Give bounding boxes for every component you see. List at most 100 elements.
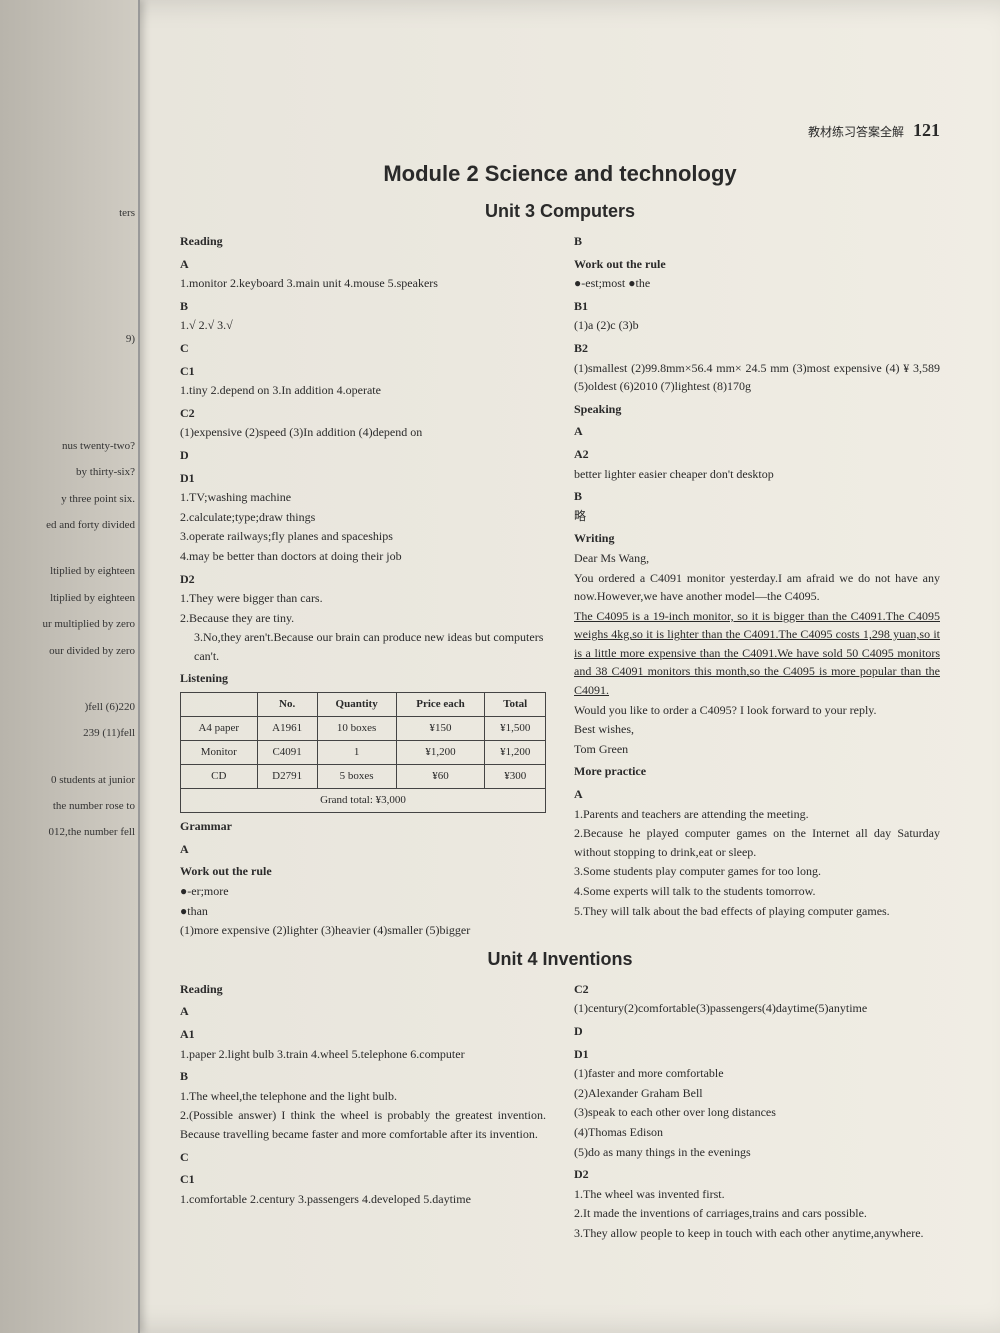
peek-text: our divided by zero [3,638,135,664]
section-label: A [180,255,546,274]
table-row: A4 paperA196110 boxes¥150¥1,500 [181,717,546,741]
section-label: B [574,487,940,506]
answer-line: (4)Thomas Edison [574,1123,940,1142]
unit4-right-col: C2 (1)century(2)comfortable(3)passengers… [574,976,940,1244]
bullet-line: ●than [180,902,546,921]
unit4-columns: Reading A A1 1.paper 2.light bulb 3.trai… [180,976,940,1244]
answer-line: 2.It made the inventions of carriages,tr… [574,1204,940,1223]
letter-line: Would you like to order a C4095? I look … [574,701,940,720]
section-heading: Listening [180,669,546,688]
peek-text: ltiplied by eighteen [3,585,135,611]
answer-line: 1.tiny 2.depend on 3.In addition 4.opera… [180,381,546,400]
section-label: A1 [180,1025,546,1044]
table-header: Price each [396,693,485,717]
listening-table: No. Quantity Price each Total A4 paperA1… [180,692,546,813]
header-label: 教材练习答案全解 [808,125,904,139]
unit3-columns: Reading A 1.monitor 2.keyboard 3.main un… [180,228,940,941]
main-page: 教材练习答案全解 121 Module 2 Science and techno… [140,90,970,1273]
section-label: D [180,446,546,465]
section-label: B [180,297,546,316]
letter-line: The C4095 is a 19-inch monitor, so it is… [574,607,940,700]
peek-text: ed and forty divided [3,512,135,538]
section-heading: Grammar [180,817,546,836]
answer-line: (1)expensive (2)speed (3)In addition (4)… [180,423,546,442]
section-label: A2 [574,445,940,464]
answer-line: 3.They allow people to keep in touch wit… [574,1224,940,1243]
answer-line: 1.TV;washing machine [180,488,546,507]
answer-line: 略 [574,507,940,526]
peek-text: 0 students at junior [3,767,135,793]
section-heading: Writing [574,529,940,548]
section-heading: More practice [574,762,940,781]
answer-line: 3.No,they aren't.Because our brain can p… [180,628,546,665]
section-label: A [180,840,546,859]
answer-line: 3.Some students play computer games for … [574,862,940,881]
section-label: D1 [574,1045,940,1064]
answer-line: 4.Some experts will talk to the students… [574,882,940,901]
letter-line: Best wishes, [574,720,940,739]
answer-line: (5)do as many things in the evenings [574,1143,940,1162]
section-label: B1 [574,297,940,316]
section-label: D1 [180,469,546,488]
table-header: No. [257,693,317,717]
answer-line: 3.operate railways;fly planes and spaces… [180,527,546,546]
section-label: C [180,339,546,358]
letter-line: Dear Ms Wang, [574,549,940,568]
page-number: 121 [913,120,940,140]
answer-line: (1)a (2)c (3)b [574,316,940,335]
rule-label: Work out the rule [180,862,546,881]
answer-line: better lighter easier cheaper don't desk… [574,465,940,484]
peek-text: by thirty-six? [3,459,135,485]
answer-line: 1.comfortable 2.century 3.passengers 4.d… [180,1190,546,1209]
book-spread: ters 9) nus twenty-two? by thirty-six? y… [0,0,1000,1333]
section-label: A [180,1002,546,1021]
unit3-right-col: B Work out the rule ●-est;most ●the B1 (… [574,228,940,941]
unit3-title: Unit 3 Computers [180,201,940,222]
answer-line: 1.The wheel was invented first. [574,1185,940,1204]
section-label: D2 [180,570,546,589]
answer-line: 2.Because they are tiny. [180,609,546,628]
section-heading: Speaking [574,400,940,419]
answer-line: 2.(Possible answer) I think the wheel is… [180,1106,546,1143]
answer-line: (1)more expensive (2)lighter (3)heavier … [180,921,546,940]
peek-text: ur multiplied by zero [3,611,135,637]
answer-line: 1.monitor 2.keyboard 3.main unit 4.mouse… [180,274,546,293]
letter-line: Tom Green [574,740,940,759]
table-header-row: No. Quantity Price each Total [181,693,546,717]
unit3-left-col: Reading A 1.monitor 2.keyboard 3.main un… [180,228,546,941]
peek-text: 012,the number fell [3,819,135,845]
section-label: C1 [180,1170,546,1189]
table-header [181,693,258,717]
section-label: C2 [574,980,940,999]
answer-line: 1.They were bigger than cars. [180,589,546,608]
section-heading: Reading [180,980,546,999]
letter-line: You ordered a C4091 monitor yesterday.I … [574,569,940,606]
section-label: A [574,785,940,804]
section-label: D [574,1022,940,1041]
section-label: C1 [180,362,546,381]
table-row: MonitorC40911¥1,200¥1,200 [181,741,546,765]
answer-line: (1)century(2)comfortable(3)passengers(4)… [574,999,940,1018]
unit4-title: Unit 4 Inventions [180,949,940,970]
section-heading: Reading [180,232,546,251]
answer-line: 4.may be better than doctors at doing th… [180,547,546,566]
unit4-left-col: Reading A A1 1.paper 2.light bulb 3.trai… [180,976,546,1244]
answer-line: 1.paper 2.light bulb 3.train 4.wheel 5.t… [180,1045,546,1064]
peek-text: ters [3,200,135,226]
answer-line: 2.calculate;type;draw things [180,508,546,527]
section-label: A [574,422,940,441]
answer-line: (1)smallest (2)99.8mm×56.4 mm× 24.5 mm (… [574,359,940,396]
answer-line: (1)faster and more comfortable [574,1064,940,1083]
table-row: CDD27915 boxes¥60¥300 [181,765,546,789]
answer-line: (3)speak to each other over long distanc… [574,1103,940,1122]
answer-line: 1.√ 2.√ 3.√ [180,316,546,335]
peek-text: 9) [3,326,135,352]
table-header: Total [485,693,546,717]
rule-label: Work out the rule [574,255,940,274]
bullet-line: ●-er;more [180,882,546,901]
section-label: B2 [574,339,940,358]
peek-text: nus twenty-two? [3,433,135,459]
answer-line: (2)Alexander Graham Bell [574,1084,940,1103]
answer-line: 5.They will talk about the bad effects o… [574,902,940,921]
section-label: C2 [180,404,546,423]
